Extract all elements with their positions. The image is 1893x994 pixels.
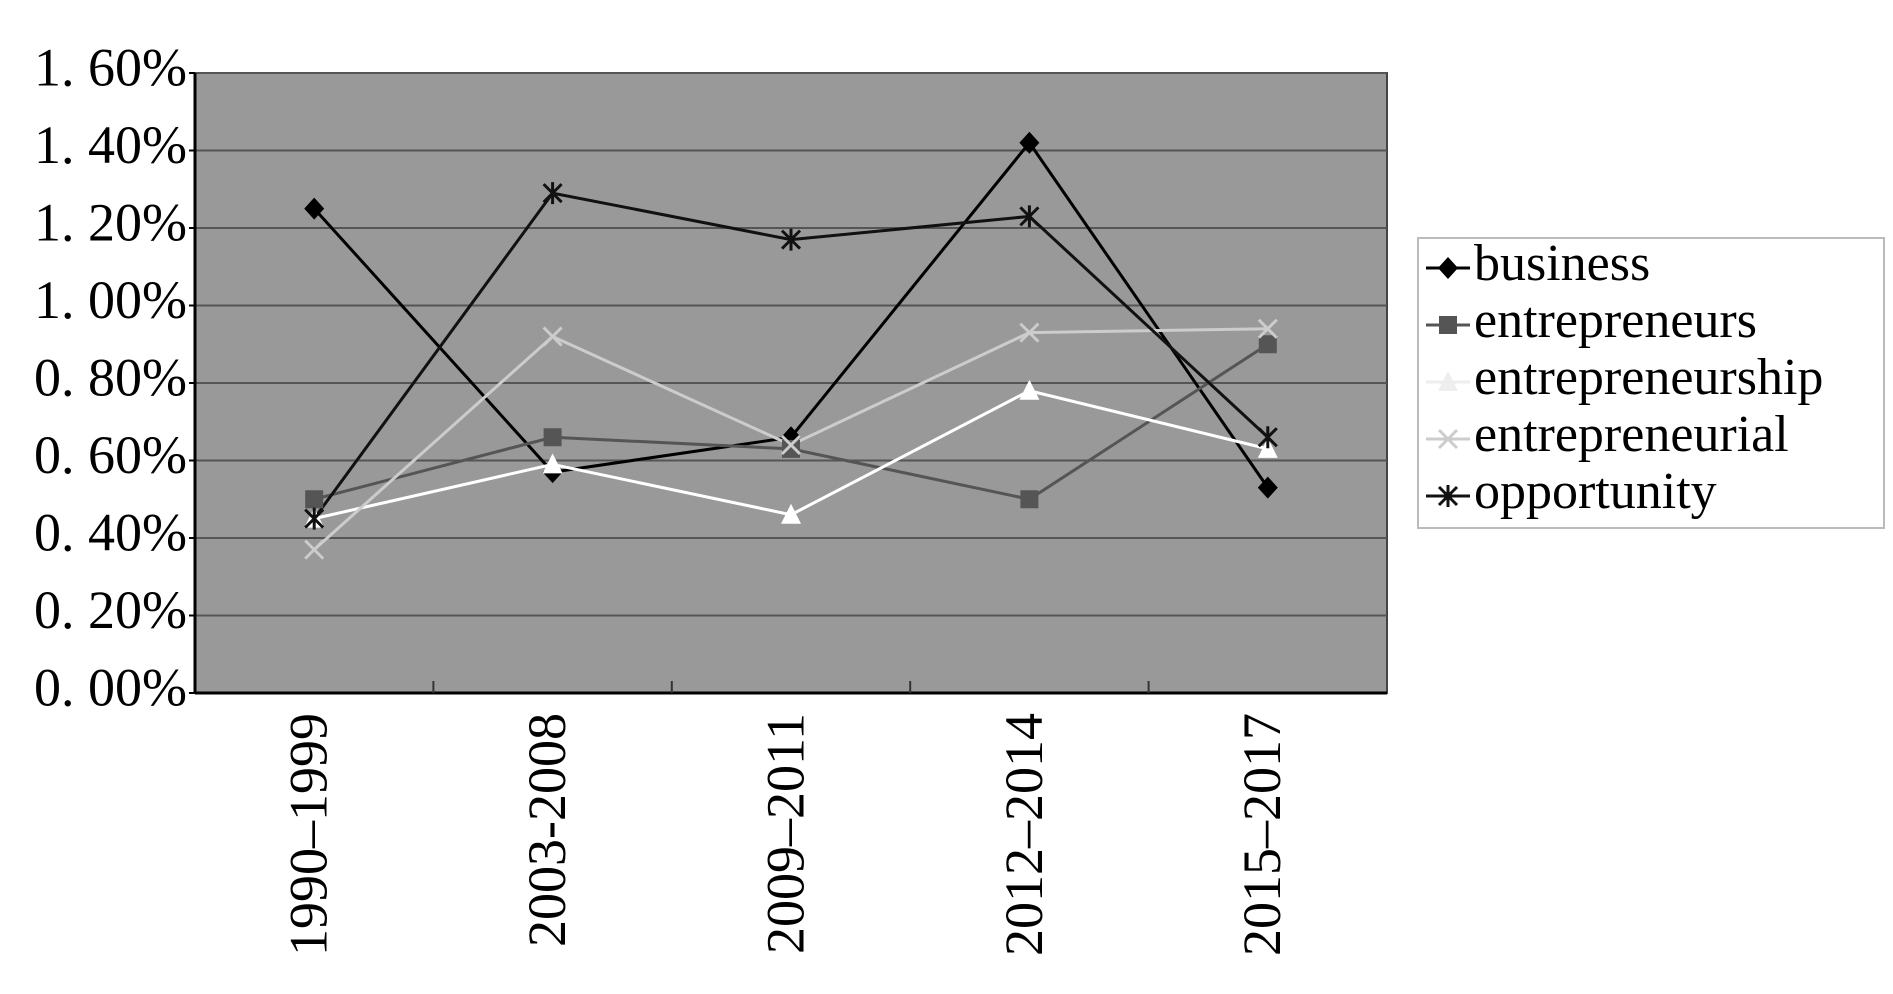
- data-point: [304, 507, 325, 530]
- legend-marker: [1437, 428, 1459, 450]
- legend-box: [1417, 237, 1885, 529]
- legend-marker: [1438, 257, 1458, 279]
- data-point: [304, 197, 325, 220]
- legend-item: entrepreneurship: [1426, 349, 1823, 406]
- y-tick-label: 0. 20%: [34, 580, 187, 640]
- y-tick-label: 1. 40%: [34, 115, 187, 175]
- y-tick-label: 0. 80%: [34, 347, 187, 407]
- x-tick-label: 1990–1999: [279, 713, 339, 956]
- x-tick-label: 2003-2008: [517, 713, 577, 947]
- legend-item: entrepreneurs: [1426, 292, 1757, 349]
- data-point: [305, 490, 324, 509]
- data-point: [304, 539, 325, 560]
- data-point: [542, 326, 563, 347]
- legend-label: business: [1474, 235, 1650, 292]
- y-tick-label: 0. 40%: [34, 502, 187, 562]
- x-tick-label: 2012–2014: [994, 713, 1054, 956]
- legend-label: entrepreneurs: [1474, 292, 1757, 349]
- legend-item: entrepreneurial: [1426, 406, 1789, 463]
- data-point: [1257, 476, 1278, 499]
- data-point: [542, 453, 563, 474]
- legend-marker: [1438, 371, 1458, 391]
- y-tick-label: 1. 20%: [34, 192, 187, 252]
- legend-label: entrepreneurial: [1474, 406, 1789, 463]
- data-point: [781, 503, 801, 524]
- data-point: [1257, 426, 1278, 449]
- data-point: [782, 439, 800, 458]
- legend-item: opportunity: [1426, 463, 1717, 520]
- data-point: [1019, 379, 1040, 400]
- legend-item: business: [1426, 235, 1650, 292]
- y-tick-label: 0. 60%: [34, 425, 187, 485]
- data-point: [1019, 131, 1040, 154]
- legend-label: opportunity: [1474, 463, 1717, 520]
- y-tick-label: 0. 00%: [34, 657, 187, 717]
- y-tick-label: 1. 00%: [34, 270, 187, 330]
- legend-marker: [1439, 316, 1457, 334]
- y-tick-label: 1. 60%: [34, 37, 187, 97]
- data-point: [543, 428, 562, 447]
- data-point: [1020, 490, 1039, 509]
- data-point: [1258, 335, 1277, 354]
- data-point: [1019, 205, 1040, 228]
- x-tick-label: 2015–2017: [1232, 713, 1292, 956]
- legend-label: entrepreneurship: [1474, 349, 1823, 406]
- x-tick-label: 2009–2011: [755, 713, 815, 954]
- data-point: [542, 182, 563, 205]
- data-point: [1257, 318, 1278, 339]
- data-point: [1019, 322, 1040, 343]
- legend-marker: [1437, 485, 1459, 507]
- data-point: [780, 228, 802, 251]
- data-point: [780, 434, 802, 456]
